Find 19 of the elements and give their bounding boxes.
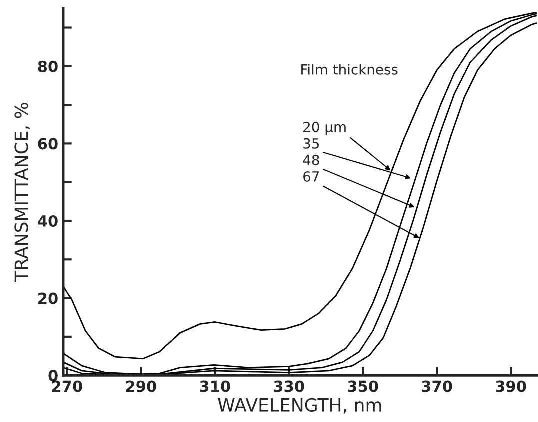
annotation: 20 µm [304, 122, 346, 136]
y-axis-title: TRANSMITTANCE, % [14, 103, 30, 282]
y-tick-label: 80 [38, 60, 58, 72]
x-axis-title: WAVELENGTH, nm [218, 398, 382, 414]
y-tick-label: 20 [38, 292, 58, 304]
y-tick-label: 40 [38, 215, 58, 228]
annotation: 35 [304, 138, 320, 149]
x-tick-label: 270 [52, 380, 82, 392]
x-tick-label: 310 [200, 380, 230, 392]
annotation: Film thickness [302, 64, 398, 75]
x-tick-label: 330 [274, 380, 304, 392]
x-tick-label: 350 [348, 380, 378, 392]
x-tick-label: 390 [496, 380, 526, 392]
annotation: 48 [303, 154, 320, 166]
y-tick-label: 0 [48, 370, 58, 382]
y-tick-label: 60 [38, 138, 58, 150]
x-tick-label: 370 [422, 380, 452, 392]
x-tick-label: 290 [126, 380, 156, 392]
annotation: 67 [304, 171, 320, 182]
